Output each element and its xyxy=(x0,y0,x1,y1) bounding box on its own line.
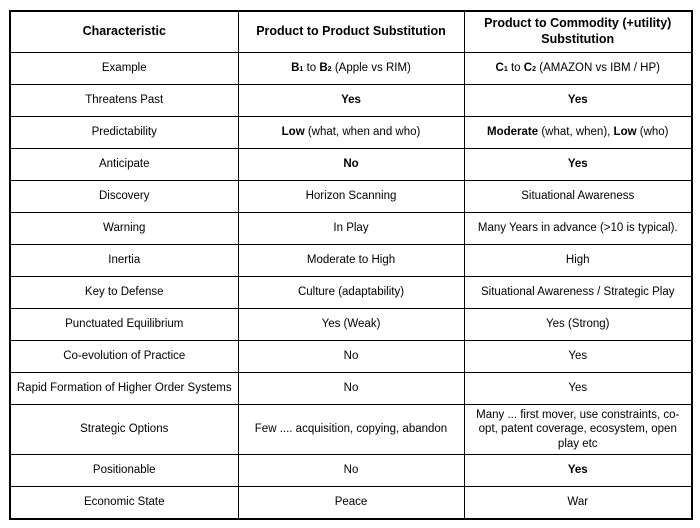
text-segment: No xyxy=(343,158,359,171)
table-row: Warning In Play Many Years in advance (>10… xyxy=(9,212,693,245)
product-to-product-cell: B1 to B2 (Apple vs RIM) xyxy=(237,52,465,85)
product-to-commodity-cell: Yes (Strong) xyxy=(463,308,693,341)
characteristic-cell: Threatens Past xyxy=(9,84,239,117)
column-header-product-to-commodity: Product to Commodity (+utility) Substitu… xyxy=(463,10,693,53)
table-row: Threatens Past Yes Yes xyxy=(9,84,693,117)
table-row: Key to Defense Culture (adaptability) Situ… xyxy=(9,276,693,309)
text-segment: C xyxy=(523,62,533,75)
characteristic-cell: Co-evolution of Practice xyxy=(9,340,239,373)
product-to-product-cell: No xyxy=(237,340,465,373)
product-to-commodity-cell: Many Years in advance (>10 is typical). xyxy=(463,212,693,245)
table-row: Inertia Moderate to High High xyxy=(9,244,693,277)
text-segment: (who) xyxy=(636,126,669,139)
product-to-commodity-cell: Yes xyxy=(463,340,693,373)
product-to-product-cell: Horizon Scanning xyxy=(237,180,465,213)
table-row: Example B1 to B2 (Apple vs RIM) C1 to C2 (… xyxy=(9,52,693,85)
product-to-product-cell: Moderate to High xyxy=(237,244,465,277)
table-row: Anticipate No Yes xyxy=(9,148,693,181)
text-segment: 1 xyxy=(299,65,304,74)
product-to-product-cell: Few .... acquisition, copying, abandon xyxy=(237,403,465,456)
text-segment: 2 xyxy=(327,65,332,74)
product-to-commodity-cell: Yes xyxy=(463,84,693,117)
text-segment: (what, when and who) xyxy=(304,126,421,139)
product-to-commodity-cell: Yes xyxy=(463,148,693,181)
text-segment: Yes xyxy=(567,464,588,477)
characteristic-cell: Warning xyxy=(9,212,239,245)
table-header: Characteristic Product to Product Substit… xyxy=(9,10,693,53)
characteristic-cell: Key to Defense xyxy=(9,276,239,309)
text-segment: Moderate xyxy=(487,126,539,139)
characteristic-cell: Predictability xyxy=(9,116,239,149)
characteristic-cell: Strategic Options xyxy=(9,403,239,456)
product-to-commodity-cell: Situational Awareness / Strategic Play xyxy=(463,276,693,309)
table-row: Predictability Low (what, when and who) Mo… xyxy=(9,116,693,149)
product-to-product-cell: Low (what, when and who) xyxy=(237,116,465,149)
characteristic-cell: Inertia xyxy=(9,244,239,277)
product-to-product-cell: No xyxy=(237,148,465,181)
text-segment: B xyxy=(291,62,300,75)
table-row: Punctuated Equilibrium Yes (Weak) Yes (Str… xyxy=(9,308,693,341)
text-segment: Yes xyxy=(341,94,361,107)
table-row: Rapid Formation of Higher Order Systems N… xyxy=(9,372,693,405)
product-to-commodity-cell: Situational Awareness xyxy=(463,180,693,213)
product-to-product-cell: Culture (adaptability) xyxy=(237,276,465,309)
text-segment: (Apple vs RIM) xyxy=(331,62,411,75)
column-header-product-to-product: Product to Product Substitution xyxy=(237,10,465,53)
product-to-product-cell: In Play xyxy=(237,212,465,245)
text-segment: 2 xyxy=(532,65,537,74)
product-to-commodity-cell: War xyxy=(463,486,693,520)
characteristic-cell: Example xyxy=(9,52,239,85)
column-header-characteristic: Characteristic xyxy=(9,10,239,53)
product-to-product-cell: No xyxy=(237,454,465,488)
product-to-product-cell: No xyxy=(237,372,465,405)
product-to-commodity-cell: C1 to C2 (AMAZON vs IBM / HP) xyxy=(463,52,693,85)
characteristic-cell: Punctuated Equilibrium xyxy=(9,308,239,341)
product-to-commodity-cell: Many ... first mover, use constraints, c… xyxy=(463,403,693,456)
product-to-product-cell: Peace xyxy=(237,486,465,520)
text-segment: Low xyxy=(613,126,637,139)
text-segment: Yes xyxy=(567,94,588,107)
table-row: Discovery Horizon Scanning Situational Awa… xyxy=(9,180,693,213)
product-to-commodity-cell: Yes xyxy=(463,372,693,405)
header-row: Characteristic Product to Product Substit… xyxy=(9,10,693,53)
text-segment: B xyxy=(319,62,328,75)
table-body: Example B1 to B2 (Apple vs RIM) C1 to C2 (… xyxy=(9,52,693,520)
product-to-commodity-cell: Moderate (what, when), Low (who) xyxy=(463,116,693,149)
table-row: Positionable No Yes xyxy=(9,454,693,488)
characteristic-cell: Discovery xyxy=(9,180,239,213)
text-segment: C xyxy=(495,62,504,75)
text-segment: to xyxy=(507,62,524,75)
product-to-commodity-cell: High xyxy=(463,244,693,277)
characteristic-cell: Economic State xyxy=(9,486,239,520)
characteristic-cell: Rapid Formation of Higher Order Systems xyxy=(9,372,239,405)
text-segment: (AMAZON vs IBM / HP) xyxy=(536,62,660,75)
product-to-commodity-cell: Yes xyxy=(463,454,693,488)
product-to-product-cell: Yes xyxy=(237,84,465,117)
table-row: Economic State Peace War xyxy=(9,486,693,520)
text-segment: 1 xyxy=(503,65,508,74)
text-segment: Yes xyxy=(567,158,588,171)
characteristic-cell: Positionable xyxy=(9,454,239,488)
table-row: Strategic Options Few .... acquisition, c… xyxy=(9,403,693,456)
substitution-comparison-table: Characteristic Product to Product Substit… xyxy=(9,10,693,521)
text-segment: (what, when), xyxy=(538,126,614,139)
product-to-product-cell: Yes (Weak) xyxy=(237,308,465,341)
characteristic-cell: Anticipate xyxy=(9,148,239,181)
text-segment: Low xyxy=(281,126,305,139)
table-row: Co-evolution of Practice No Yes xyxy=(9,340,693,373)
text-segment: to xyxy=(303,62,320,75)
